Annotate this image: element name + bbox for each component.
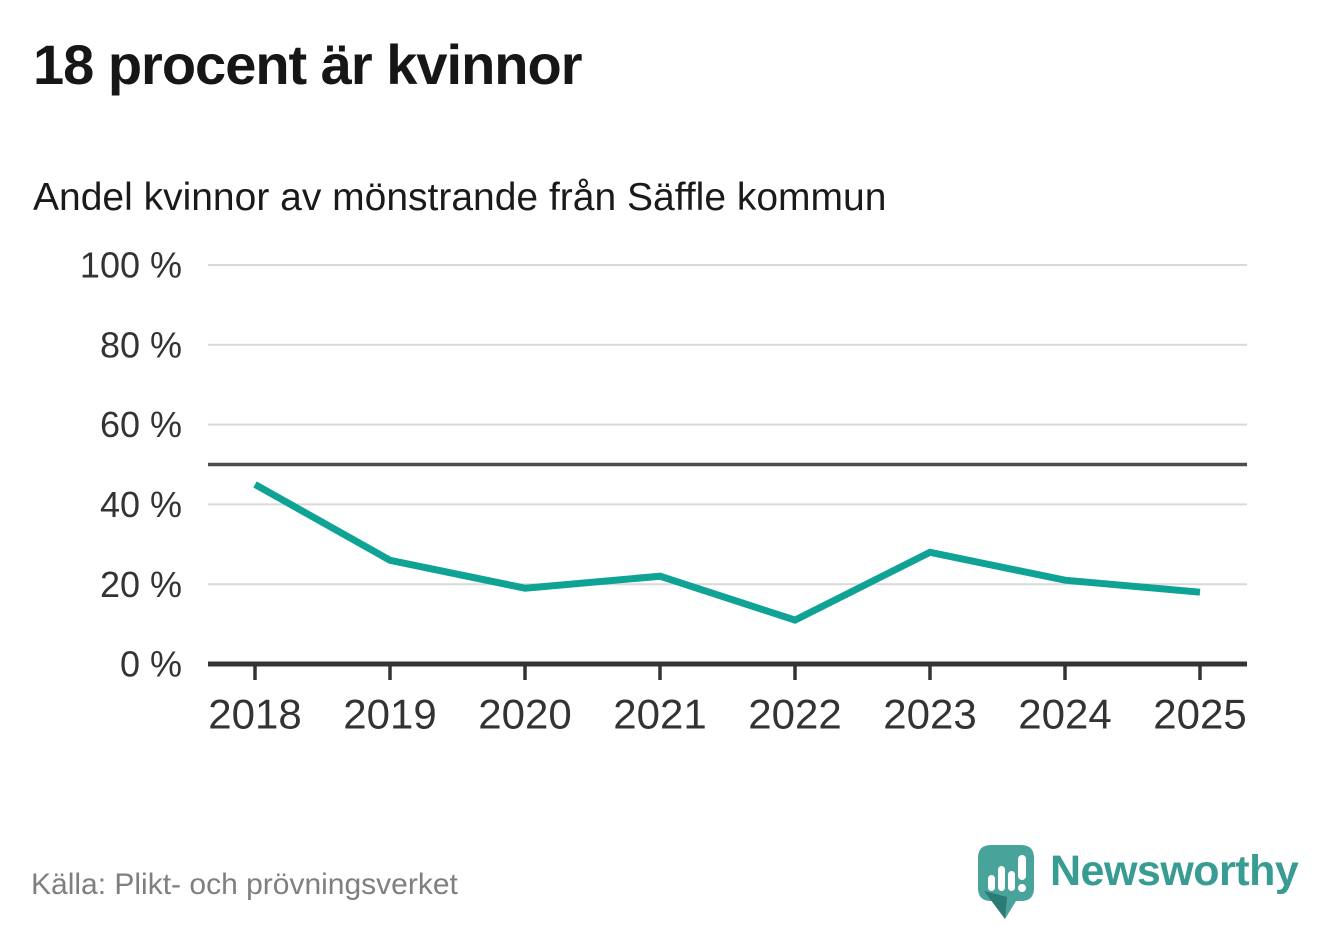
chart-title: 18 procent är kvinnor xyxy=(33,33,583,96)
x-tick-label: 2024 xyxy=(1018,691,1111,738)
bar-icon-3 xyxy=(1008,871,1015,891)
source-text: Källa: Plikt- och prövningsverket xyxy=(31,868,458,901)
newsworthy-logo: Newsworthy xyxy=(978,845,1299,921)
exclamation-bar-icon xyxy=(1018,855,1026,880)
speech-bubble-shadow xyxy=(984,891,1007,919)
line-chart: 0 % 20 % 40 % 60 % 80 % 100 % 2018 2019 2020 2021… xyxy=(80,245,1247,738)
newsworthy-speech-bubble-chart-icon xyxy=(978,845,1034,919)
y-tick-label: 60 % xyxy=(100,404,182,445)
y-tick-label: 20 % xyxy=(100,564,182,605)
exclamation-dot-icon xyxy=(1018,884,1026,892)
y-tick-label: 0 % xyxy=(120,644,182,685)
x-tick-label: 2019 xyxy=(343,691,436,738)
x-tick-label: 2021 xyxy=(613,691,706,738)
brand-name: Newsworthy xyxy=(1050,847,1299,895)
y-tick-label: 80 % xyxy=(100,324,182,365)
bar-icon-2 xyxy=(998,866,1005,891)
x-tick-label: 2018 xyxy=(208,691,301,738)
y-tick-label: 100 % xyxy=(80,245,182,286)
x-tick-label: 2022 xyxy=(748,691,841,738)
x-tick-label: 2020 xyxy=(478,691,571,738)
bar-icon-1 xyxy=(988,875,995,891)
chart-subtitle: Andel kvinnor av mönstrande från Säffle … xyxy=(33,176,887,219)
data-line xyxy=(253,481,1201,624)
x-tick-label: 2025 xyxy=(1153,691,1246,738)
y-tick-label: 40 % xyxy=(100,484,182,525)
x-tick-label: 2023 xyxy=(883,691,976,738)
